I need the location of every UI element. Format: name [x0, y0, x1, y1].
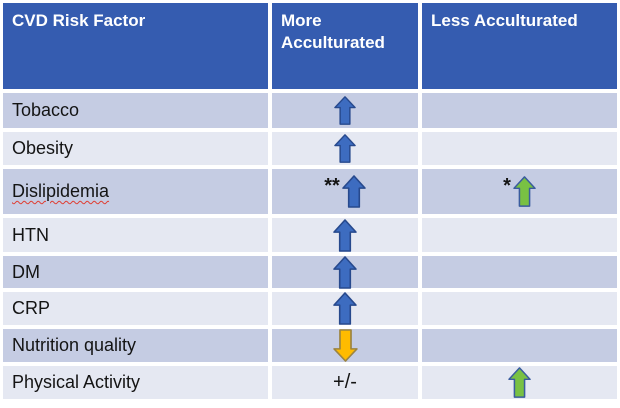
header-cell-risk-factor: CVD Risk Factor — [3, 3, 268, 89]
header-label: CVD Risk Factor — [12, 11, 146, 30]
factor-label: HTN — [12, 224, 49, 245]
blue-up-arrow-icon — [333, 292, 357, 325]
factor-label: Physical Activity — [12, 372, 141, 392]
more-cell — [272, 292, 418, 325]
less-cell: * — [422, 169, 617, 214]
factor-cell: Obesity — [3, 132, 268, 165]
factor-cell: DM — [3, 256, 268, 288]
factor-label: Dislipidemia — [12, 181, 110, 201]
blue-up-arrow-icon — [334, 96, 356, 125]
more-cell — [272, 255, 418, 289]
less-cell — [422, 218, 617, 252]
factor-cell: CRP — [3, 292, 268, 325]
green-up-arrow-icon — [513, 176, 536, 207]
factor-label: CRP — [12, 298, 51, 318]
factor-label: Tobacco — [12, 100, 80, 120]
blue-up-arrow-icon — [333, 255, 357, 289]
less-cell — [422, 366, 617, 399]
factor-cell: Nutrition quality — [3, 329, 268, 362]
header-cell-less-acculturated: Less Acculturated — [422, 3, 617, 89]
header-label: More Acculturated — [281, 11, 385, 53]
factor-label: DM — [12, 261, 40, 282]
more-cell — [272, 93, 418, 128]
more-cell — [272, 329, 418, 362]
orange-down-arrow-icon — [332, 329, 358, 362]
blue-up-arrow-icon — [341, 175, 366, 208]
cvd-risk-factor-table: CVD Risk Factor More Acculturated Less A… — [3, 3, 617, 399]
significance-asterisks: * — [503, 174, 511, 197]
less-cell — [422, 329, 617, 362]
plus-minus-indicator: +/- — [333, 371, 357, 393]
blue-up-arrow-icon — [334, 134, 356, 163]
factor-cell: Tobacco — [3, 93, 268, 128]
factor-label: Obesity — [12, 138, 74, 158]
factor-cell: HTN — [3, 218, 268, 252]
less-cell — [422, 292, 617, 325]
more-cell — [272, 218, 418, 252]
green-up-arrow-icon — [508, 367, 531, 398]
header-label: Less Acculturated — [431, 11, 578, 30]
header-cell-more-acculturated: More Acculturated — [272, 3, 418, 89]
more-cell: ** — [272, 169, 418, 214]
less-cell — [422, 93, 617, 128]
factor-cell: Physical Activity — [3, 366, 268, 399]
more-cell: +/- — [272, 366, 418, 399]
significance-asterisks: ** — [324, 174, 340, 197]
factor-cell: Dislipidemia — [3, 169, 268, 214]
less-cell — [422, 132, 617, 165]
less-cell — [422, 256, 617, 288]
more-cell — [272, 132, 418, 165]
blue-up-arrow-icon — [333, 218, 357, 252]
factor-label: Nutrition quality — [12, 335, 137, 355]
